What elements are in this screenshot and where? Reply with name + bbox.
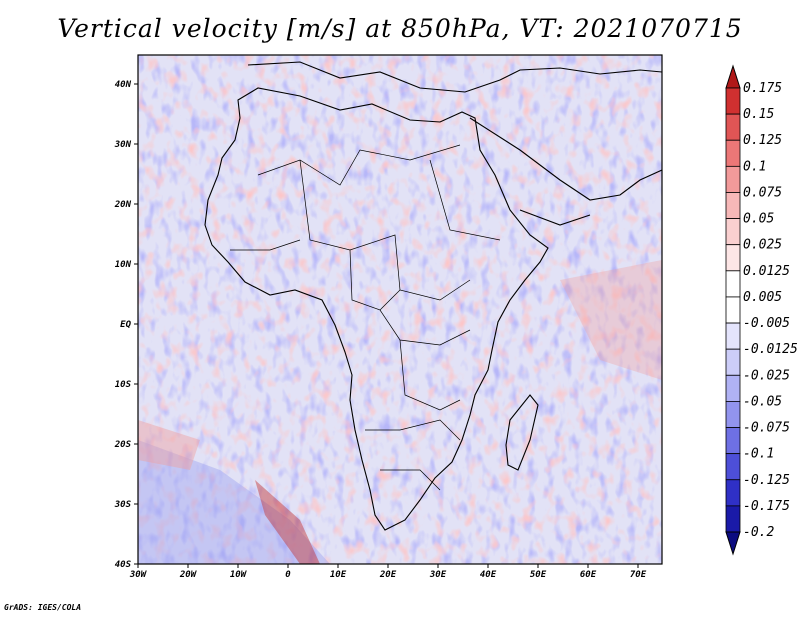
colorbar-label: -0.025 (743, 368, 790, 383)
lon-tick-label: 20E (379, 570, 397, 580)
lon-tick-label: 0 (285, 570, 291, 580)
colorbar-label: 0.05 (743, 212, 774, 227)
colorbar-label: -0.075 (743, 421, 790, 436)
lat-tick-label: 10N (115, 260, 132, 270)
colorbar-swatch (725, 244, 741, 272)
colorbar-label: -0.175 (743, 499, 790, 514)
colorbar-swatch (725, 401, 741, 428)
lat-tick-label: 20N (114, 200, 132, 210)
colorbar-label: -0.1 (743, 447, 774, 462)
colorbar-swatch (725, 348, 741, 376)
lat-tick-label: EQ (120, 320, 131, 330)
colorbar-max-arrow (725, 64, 741, 89)
colorbar-swatch (725, 113, 741, 141)
country-borders (230, 144, 501, 491)
colorbar-min-arrow (725, 531, 741, 556)
colorbar-swatch (725, 479, 741, 507)
credit-text: GrADS: IGES/COLA (4, 603, 82, 612)
lat-tick-label: 20S (114, 440, 132, 450)
colorbar-label: -0.125 (743, 473, 790, 488)
colorbar-label: -0.05 (743, 394, 782, 409)
lon-tick-label: 10W (230, 570, 248, 580)
plot-frame (137, 54, 663, 565)
colorbar-label: 0.125 (743, 133, 782, 148)
colorbar-label: -0.0125 (743, 342, 798, 357)
colorbar-swatch (725, 87, 741, 115)
chart-title: Vertical velocity [m/s] at 850hPa, VT: 2… (57, 14, 743, 43)
coastlines (204, 61, 662, 531)
colorbar-swatch (725, 322, 741, 350)
colorbar: 0.175 0.15 0.125 0.1 0.075 0.05 0.025 0.0125 0.0… (725, 64, 798, 556)
colorbar-swatch (725, 192, 741, 219)
lon-tick-label: 60E (580, 570, 597, 580)
colorbar-label: 0.075 (743, 185, 782, 200)
lon-axis: 30W 20W 10W 0 10E 20E 30E 40E 50E 60E 70… (129, 564, 647, 580)
colorbar-label: 0.005 (743, 290, 782, 305)
colorbar-swatch (725, 453, 741, 481)
lat-tick-label: 30S (114, 500, 132, 510)
lon-tick-label: 70E (630, 570, 647, 580)
lon-tick-label: 30E (429, 570, 447, 580)
lon-tick-label: 10E (330, 570, 347, 580)
lat-tick-label: 10S (115, 380, 132, 390)
colorbar-label: 0.0125 (743, 264, 790, 279)
colorbar-swatch (725, 296, 741, 324)
lon-tick-label: 30W (129, 570, 148, 580)
velocity-field (138, 55, 662, 564)
lat-tick-label: 40N (115, 80, 132, 90)
lon-tick-label: 20W (179, 570, 198, 580)
colorbar-swatch (725, 374, 741, 402)
colorbar-label: 0.15 (743, 107, 774, 122)
colorbar-swatch (725, 218, 741, 246)
lon-tick-label: 40E (480, 570, 497, 580)
colorbar-swatch (725, 427, 741, 455)
lat-tick-label: 40S (115, 560, 132, 570)
colorbar-label: 0.175 (743, 81, 782, 96)
colorbar-swatch (725, 505, 741, 533)
lon-tick-label: 50E (530, 570, 547, 580)
lat-tick-label: 30N (114, 140, 132, 150)
colorbar-label: 0.1 (743, 159, 766, 174)
lat-axis: 40N 30N 20N 10N EQ 10S 20S 30S 40S (114, 80, 138, 570)
colorbar-label: -0.005 (743, 316, 790, 331)
colorbar-swatch (725, 165, 741, 193)
colorbar-label: -0.2 (743, 525, 774, 540)
colorbar-swatch (725, 270, 741, 298)
colorbar-swatch (725, 139, 741, 167)
colorbar-label: 0.025 (743, 238, 782, 253)
